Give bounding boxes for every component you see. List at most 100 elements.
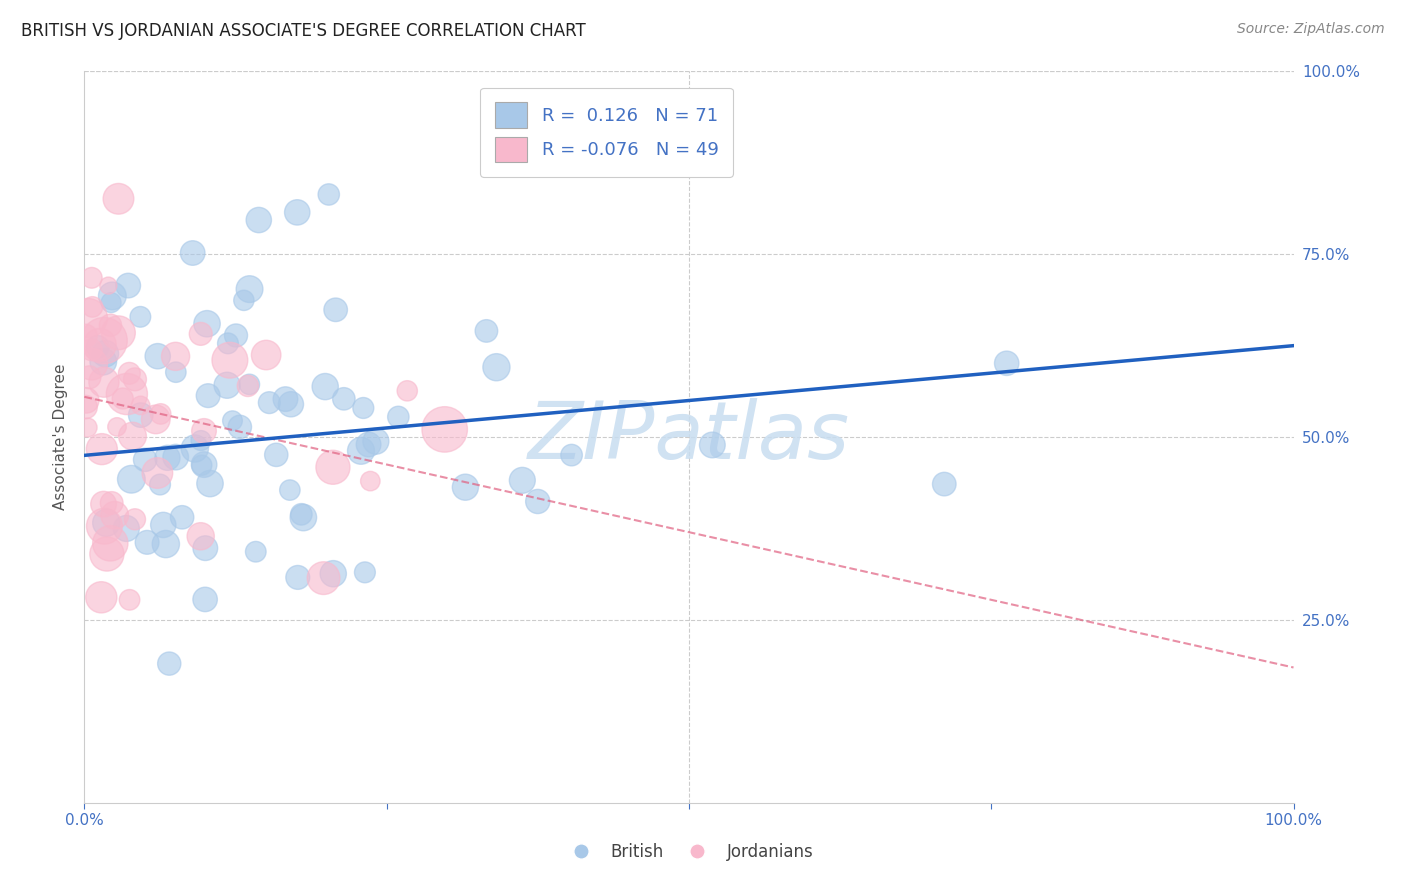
Point	[190, 434, 212, 448]
Point	[87, 340, 110, 354]
Point	[115, 387, 138, 401]
Point	[93, 497, 115, 511]
Point	[120, 472, 142, 486]
Point	[146, 349, 169, 363]
Point	[76, 420, 98, 434]
Point	[149, 477, 172, 491]
Point	[198, 476, 221, 491]
Point	[454, 480, 477, 494]
Point	[322, 460, 344, 475]
Point	[322, 566, 344, 581]
Point	[121, 429, 143, 443]
Point	[118, 367, 141, 381]
Point	[129, 408, 152, 422]
Point	[193, 424, 215, 438]
Point	[245, 545, 267, 559]
Point	[364, 434, 387, 449]
Point	[97, 278, 120, 293]
Point	[124, 512, 146, 526]
Point	[184, 442, 207, 456]
Point	[357, 437, 380, 451]
Point	[312, 571, 335, 585]
Point	[96, 547, 118, 561]
Point	[352, 401, 374, 415]
Point	[91, 354, 114, 368]
Text: ZIPatlas: ZIPatlas	[527, 398, 851, 476]
Point	[152, 517, 174, 532]
Point	[217, 336, 239, 351]
Text: Source: ZipAtlas.com: Source: ZipAtlas.com	[1237, 22, 1385, 37]
Point	[225, 328, 247, 343]
Point	[314, 379, 336, 393]
Point	[181, 246, 204, 260]
Point	[561, 448, 583, 462]
Point	[98, 536, 121, 550]
Point	[165, 365, 187, 379]
Point	[149, 407, 172, 421]
Point	[93, 519, 115, 533]
Point	[318, 187, 340, 202]
Point	[510, 473, 533, 487]
Point	[290, 508, 312, 522]
Point	[526, 494, 548, 508]
Point	[165, 450, 187, 464]
Point	[111, 392, 134, 406]
Point	[146, 466, 169, 480]
Point	[101, 289, 124, 303]
Point	[75, 328, 97, 343]
Point	[129, 398, 152, 412]
Point	[247, 213, 270, 227]
Point	[117, 278, 139, 293]
Point	[172, 510, 194, 524]
Point	[100, 496, 122, 510]
Y-axis label: Associate's Degree: Associate's Degree	[53, 364, 69, 510]
Point	[325, 302, 347, 317]
Point	[354, 566, 377, 580]
Point	[105, 420, 128, 434]
Point	[79, 370, 101, 384]
Point	[80, 343, 103, 357]
Point	[194, 592, 217, 607]
Point	[191, 458, 214, 473]
Point	[485, 360, 508, 375]
Point	[292, 510, 315, 524]
Point	[82, 300, 104, 314]
Point	[197, 389, 219, 403]
Point	[195, 317, 218, 331]
Point	[157, 657, 180, 671]
Point	[134, 452, 156, 467]
Point	[107, 326, 129, 340]
Point	[77, 310, 100, 325]
Point	[702, 438, 724, 452]
Point	[165, 350, 187, 364]
Point	[396, 384, 419, 398]
Point	[221, 414, 243, 428]
Point	[90, 442, 112, 457]
Point	[129, 310, 152, 324]
Point	[156, 450, 179, 465]
Point	[96, 516, 118, 530]
Point	[190, 529, 212, 543]
Point	[93, 375, 115, 389]
Point	[433, 422, 456, 436]
Point	[232, 293, 254, 308]
Point	[934, 477, 956, 491]
Point	[94, 346, 117, 360]
Point	[80, 270, 103, 285]
Point	[93, 334, 115, 348]
Point	[155, 537, 177, 551]
Point	[995, 356, 1018, 370]
Point	[287, 570, 309, 584]
Point	[89, 338, 111, 352]
Point	[238, 282, 260, 296]
Point	[278, 483, 301, 497]
Point	[100, 318, 122, 333]
Point	[475, 324, 498, 338]
Point	[115, 521, 138, 535]
Point	[75, 400, 97, 414]
Point	[75, 393, 97, 408]
Point	[118, 592, 141, 607]
Point	[350, 443, 373, 458]
Point	[194, 541, 217, 556]
Point	[104, 508, 127, 523]
